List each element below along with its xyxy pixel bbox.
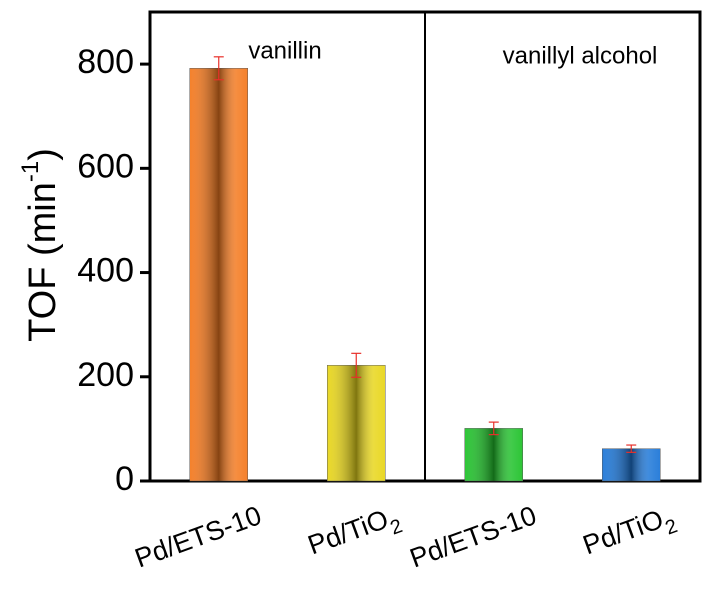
bar	[327, 365, 386, 482]
y-axis-label: TOF (min-1)	[17, 148, 64, 342]
x-tick-label: Pd/ETS-10	[406, 500, 540, 573]
x-tick-label: Pd/ETS-10	[131, 500, 265, 573]
y-tick-label: 800	[77, 43, 134, 81]
y-tick-label: 400	[77, 252, 134, 290]
y-tick-label: 200	[77, 356, 134, 394]
bar	[602, 448, 661, 482]
annotation: vanillyl alcohol	[503, 42, 658, 69]
y-tick-label: 0	[115, 460, 134, 498]
error-bar	[626, 444, 637, 453]
annotation: vanillin	[248, 37, 321, 64]
x-tick-label: Pd/TiO2	[304, 500, 406, 568]
error-bar	[351, 352, 362, 378]
bar	[189, 68, 248, 482]
error-bar	[488, 421, 499, 436]
x-tick-label: Pd/TiO2	[579, 500, 681, 568]
error-bar	[213, 56, 224, 81]
y-tick-label: 600	[77, 147, 134, 185]
bar	[464, 428, 523, 482]
